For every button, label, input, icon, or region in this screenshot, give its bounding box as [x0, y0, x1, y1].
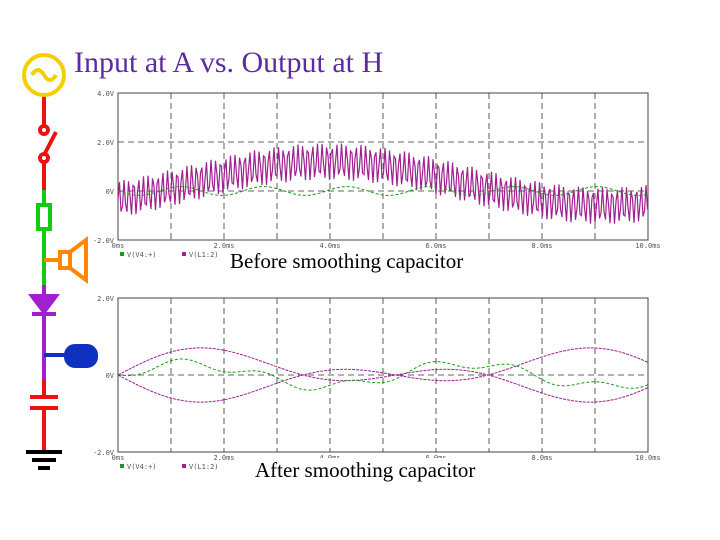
y-tick-label: 0V: [106, 372, 115, 380]
caption-background: [228, 249, 466, 273]
x-tick-label: 10.0ms: [635, 454, 660, 462]
x-tick-label: 6.0ms: [425, 242, 446, 250]
trace: [117, 143, 649, 224]
y-tick-label: 0V: [106, 188, 115, 196]
x-tick-label: 2.0ms: [213, 454, 234, 462]
legend-swatch: [120, 252, 124, 256]
diode: [28, 294, 60, 316]
x-tick-label: 2.0ms: [213, 242, 234, 250]
trace: [117, 186, 648, 196]
x-tick-label: 8.0ms: [531, 242, 552, 250]
trace: [117, 358, 648, 391]
speaker-body: [58, 250, 72, 270]
resistor: [36, 203, 52, 231]
switch-arm: [42, 131, 58, 156]
switch-pin: [38, 124, 50, 136]
legend-swatch: [182, 464, 186, 468]
ac-symbol: [30, 68, 58, 82]
caption: After smoothing capacitor: [255, 458, 475, 482]
caption-background: [253, 458, 478, 482]
speaker-cone: [68, 236, 88, 284]
circuit-strip: [22, 53, 98, 470]
x-tick-label: 0ms: [112, 242, 125, 250]
y-tick-label: 4.0V: [97, 90, 115, 98]
y-tick-label: 2.0V: [97, 139, 115, 147]
plot: 2.0V0V-2.0V0ms2.0ms4.0ms6.0ms8.0ms10.0ms…: [93, 295, 661, 482]
slide-title: Input at A vs. Output at H: [74, 46, 383, 79]
x-tick-label: 8.0ms: [531, 454, 552, 462]
ac-source: [22, 53, 66, 97]
caption: Before smoothing capacitor: [230, 249, 463, 273]
x-tick-label: 0ms: [112, 454, 125, 462]
x-tick-label: 4.0ms: [319, 242, 340, 250]
legend-label: V(V4:+): [127, 463, 157, 471]
legend-label: V(L1:2): [189, 463, 219, 471]
y-tick-label: -2.0V: [93, 237, 115, 245]
load: [64, 344, 98, 368]
y-tick-label: 2.0V: [97, 295, 115, 303]
legend-swatch: [182, 252, 186, 256]
trace: [117, 347, 648, 403]
legend-label: V(L1:2): [189, 251, 219, 259]
x-tick-label: 10.0ms: [635, 242, 660, 250]
legend-swatch: [120, 464, 124, 468]
legend-label: V(V4:+): [127, 251, 157, 259]
trace: [117, 347, 648, 403]
y-tick-label: -2.0V: [93, 449, 115, 457]
